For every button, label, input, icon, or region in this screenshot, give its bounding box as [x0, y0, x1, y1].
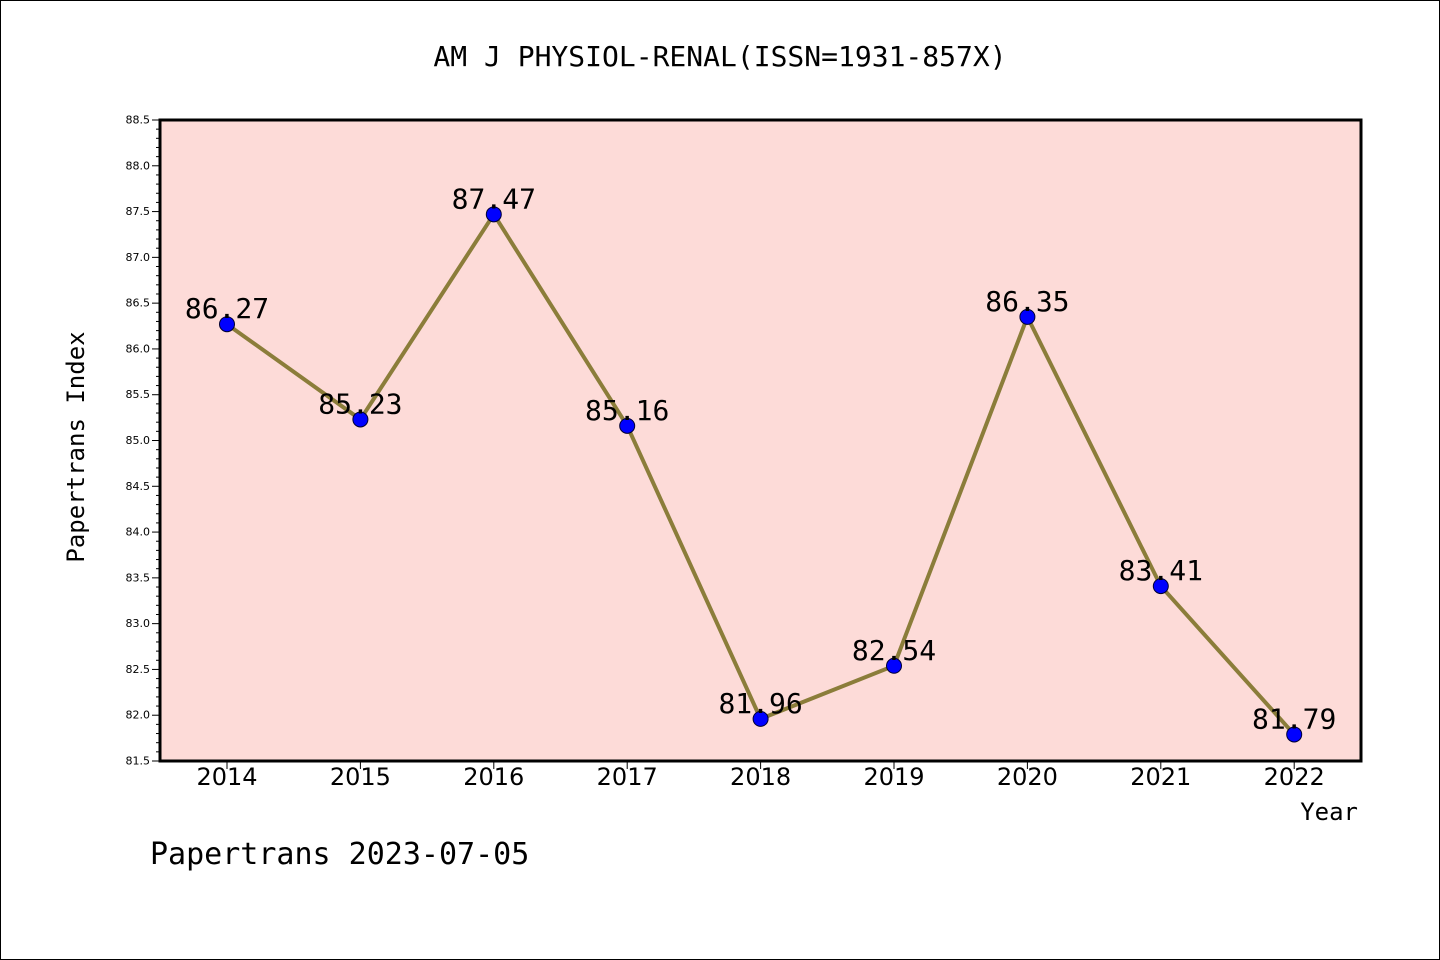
data-label-2018: 81.96 — [718, 687, 802, 720]
data-point-2017 — [619, 417, 636, 434]
data-point-2018 — [752, 710, 769, 727]
y-tick-label: 81.5 — [126, 755, 151, 768]
y-axis-label: Papertrans Index — [62, 331, 90, 562]
x-tick-label: 2021 — [1130, 763, 1191, 791]
x-tick-label: 2020 — [997, 763, 1058, 791]
data-label-2014: 86.27 — [185, 292, 269, 325]
x-tick-label: 2022 — [1264, 763, 1325, 791]
data-point-2019 — [886, 657, 902, 674]
data-label-2015: 85.23 — [318, 387, 402, 420]
y-tick-label: 83.5 — [126, 571, 151, 584]
data-point-2020 — [1019, 308, 1036, 325]
y-tick-label: 86.0 — [126, 342, 151, 355]
data-point-2014 — [219, 316, 235, 333]
data-label-2021: 83.41 — [1119, 554, 1203, 587]
chart-title: AM J PHYSIOL-RENAL(ISSN=1931-857X) — [433, 40, 1006, 73]
series-group: 86.27 85.23 87.47 85.16 81.96 82.54 86.35 83.41… — [185, 182, 1336, 743]
data-label-2019: 82.54 — [852, 634, 936, 667]
x-axis-ticks: 2014 2015 2016 2017 2018 2019 2020 2021 2022 — [196, 761, 1325, 791]
y-tick-label: 88.0 — [126, 159, 151, 172]
x-tick-label: 2015 — [330, 763, 391, 791]
x-tick-label: 2019 — [863, 763, 924, 791]
y-tick-label: 82.0 — [126, 709, 151, 722]
data-label-2022: 81.79 — [1252, 702, 1336, 735]
plot-border — [158, 118, 1363, 763]
y-tick-label: 85.0 — [126, 434, 151, 447]
plot-area — [160, 120, 1361, 761]
data-point-2022 — [1286, 726, 1303, 743]
y-tick-label: 82.5 — [126, 663, 151, 676]
y-tick-label: 84.5 — [126, 480, 151, 493]
x-tick-label: 2016 — [463, 763, 524, 791]
footer-watermark: Papertrans 2023-07-05 — [150, 837, 529, 872]
data-label-2020: 86.35 — [985, 285, 1069, 318]
data-label-2017: 85.16 — [585, 394, 669, 427]
x-tick-label: 2017 — [597, 763, 658, 791]
y-axis-ticks: 81.5 82.0 82.5 83.0 83.5 84.0 84.5 85.0 85.5 86.0… — [126, 114, 160, 768]
y-tick-label: 87.5 — [126, 205, 151, 218]
data-point-2021 — [1152, 578, 1169, 595]
x-axis-label: Year — [1300, 798, 1358, 826]
y-tick-label: 86.5 — [126, 297, 151, 310]
y-tick-label: 85.5 — [126, 388, 151, 401]
data-point-2015 — [352, 411, 369, 428]
data-label-2016: 87.47 — [452, 182, 536, 215]
y-tick-label: 83.0 — [126, 617, 151, 630]
data-point-2016 — [485, 206, 502, 223]
y-tick-label: 87.0 — [126, 251, 151, 264]
y-tick-label: 88.5 — [126, 114, 151, 127]
y-tick-label: 84.0 — [126, 526, 151, 539]
x-tick-label: 2014 — [196, 763, 257, 791]
x-tick-label: 2018 — [730, 763, 791, 791]
